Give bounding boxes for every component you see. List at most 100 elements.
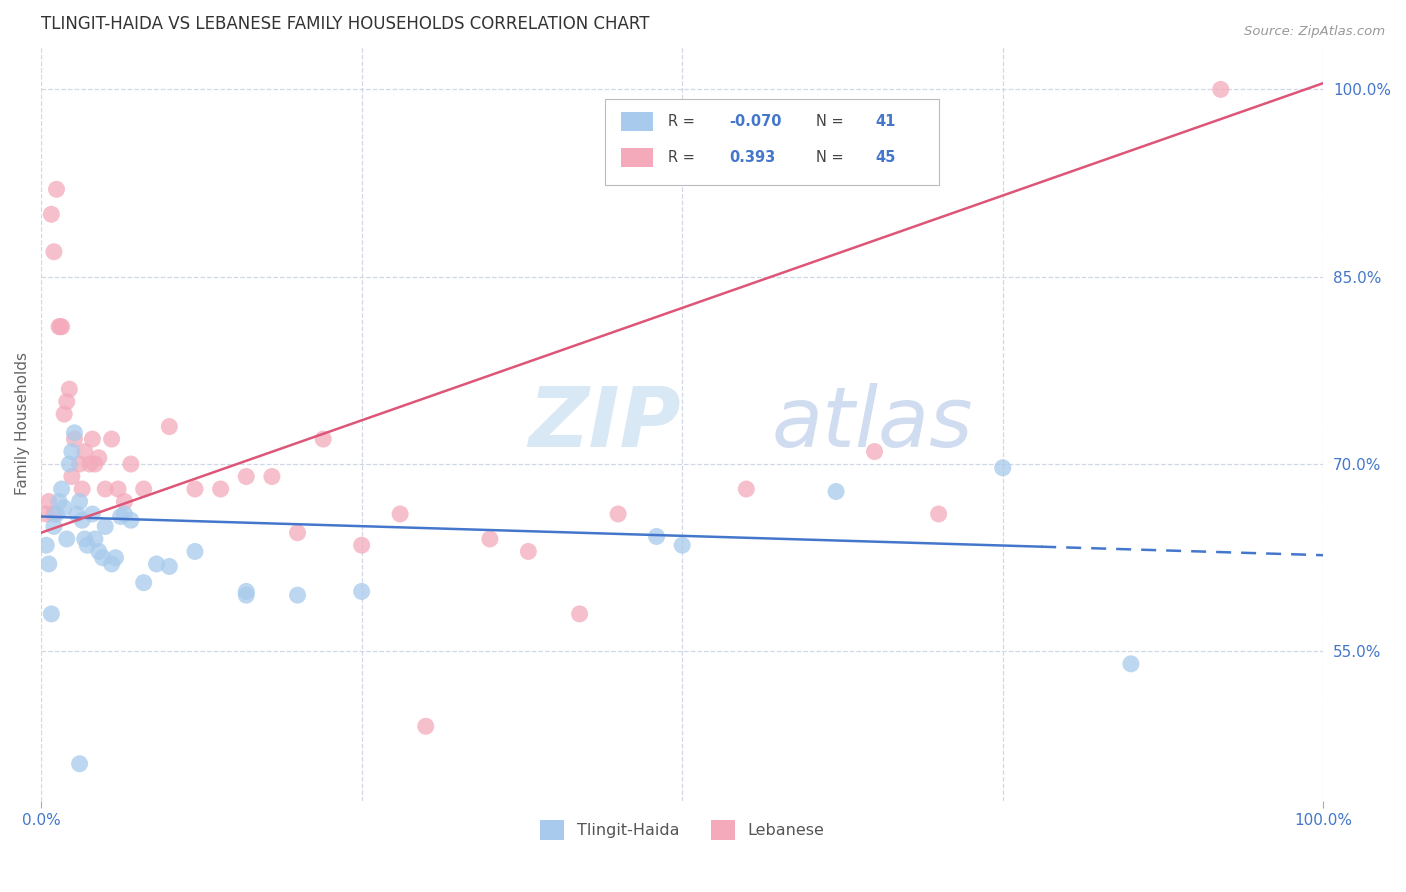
Point — [235, 588, 257, 602]
Point — [94, 519, 117, 533]
Point — [48, 319, 70, 334]
Point — [73, 444, 96, 458]
Point — [132, 575, 155, 590]
Point — [69, 494, 91, 508]
Point — [94, 482, 117, 496]
Point — [517, 544, 540, 558]
Point — [260, 469, 283, 483]
Point — [49, 319, 72, 334]
Point — [928, 507, 950, 521]
Text: N =: N = — [815, 113, 848, 128]
Point — [568, 607, 591, 621]
Point — [132, 482, 155, 496]
Point — [100, 432, 122, 446]
Point — [120, 513, 142, 527]
Point — [145, 557, 167, 571]
Point — [389, 507, 412, 521]
Point — [70, 513, 93, 527]
Point — [100, 557, 122, 571]
Text: N =: N = — [815, 150, 848, 165]
Y-axis label: Family Households: Family Households — [15, 352, 30, 495]
Legend: Tlingit-Haida, Lebanese: Tlingit-Haida, Lebanese — [533, 814, 831, 847]
Point — [41, 207, 63, 221]
Point — [991, 460, 1014, 475]
Point — [235, 584, 257, 599]
Text: TLINGIT-HAIDA VS LEBANESE FAMILY HOUSEHOLDS CORRELATION CHART: TLINGIT-HAIDA VS LEBANESE FAMILY HOUSEHO… — [41, 15, 650, 33]
Point — [35, 538, 58, 552]
Point — [60, 469, 83, 483]
Point — [91, 550, 114, 565]
Point — [58, 382, 80, 396]
Point — [157, 419, 180, 434]
Point — [69, 457, 91, 471]
Point — [350, 538, 373, 552]
Point — [51, 319, 73, 334]
Point — [53, 407, 76, 421]
Text: R =: R = — [668, 150, 704, 165]
Point — [735, 482, 758, 496]
Point — [863, 444, 886, 458]
FancyBboxPatch shape — [620, 148, 652, 167]
Point — [48, 494, 70, 508]
Point — [55, 532, 77, 546]
Point — [209, 482, 232, 496]
Point — [478, 532, 501, 546]
Point — [415, 719, 437, 733]
Point — [42, 507, 65, 521]
Point — [41, 607, 63, 621]
Point — [69, 756, 91, 771]
Point — [55, 394, 77, 409]
Point — [607, 507, 630, 521]
Text: ZIP: ZIP — [529, 383, 681, 464]
Point — [1209, 82, 1232, 96]
Text: Source: ZipAtlas.com: Source: ZipAtlas.com — [1244, 25, 1385, 38]
Point — [73, 532, 96, 546]
Point — [38, 494, 60, 508]
Text: atlas: atlas — [772, 383, 973, 464]
Point — [110, 509, 132, 524]
Point — [287, 588, 309, 602]
Point — [235, 469, 257, 483]
Text: -0.070: -0.070 — [730, 113, 782, 128]
Point — [287, 525, 309, 540]
Point — [184, 482, 207, 496]
Point — [45, 507, 67, 521]
Point — [70, 482, 93, 496]
Point — [51, 482, 73, 496]
Point — [38, 557, 60, 571]
FancyBboxPatch shape — [620, 112, 652, 130]
Point — [76, 538, 98, 552]
Point — [184, 544, 207, 558]
Point — [53, 500, 76, 515]
Point — [84, 457, 107, 471]
Point — [350, 584, 373, 599]
Text: R =: R = — [668, 113, 700, 128]
Point — [87, 450, 110, 465]
Point — [87, 544, 110, 558]
Point — [35, 507, 58, 521]
Point — [645, 529, 668, 543]
Point — [63, 425, 86, 440]
Point — [60, 444, 83, 458]
Point — [671, 538, 693, 552]
Point — [58, 457, 80, 471]
Point — [79, 457, 101, 471]
Text: 45: 45 — [876, 150, 896, 165]
Point — [114, 507, 136, 521]
Point — [42, 519, 65, 533]
Point — [825, 484, 848, 499]
Point — [104, 550, 127, 565]
Point — [157, 559, 180, 574]
FancyBboxPatch shape — [605, 98, 939, 186]
Point — [1119, 657, 1142, 671]
Point — [45, 182, 67, 196]
Text: 0.393: 0.393 — [730, 150, 776, 165]
Point — [312, 432, 335, 446]
Point — [42, 244, 65, 259]
Point — [114, 494, 136, 508]
Point — [120, 457, 142, 471]
Text: 41: 41 — [876, 113, 896, 128]
Point — [82, 507, 104, 521]
Point — [107, 482, 129, 496]
Point — [63, 432, 86, 446]
